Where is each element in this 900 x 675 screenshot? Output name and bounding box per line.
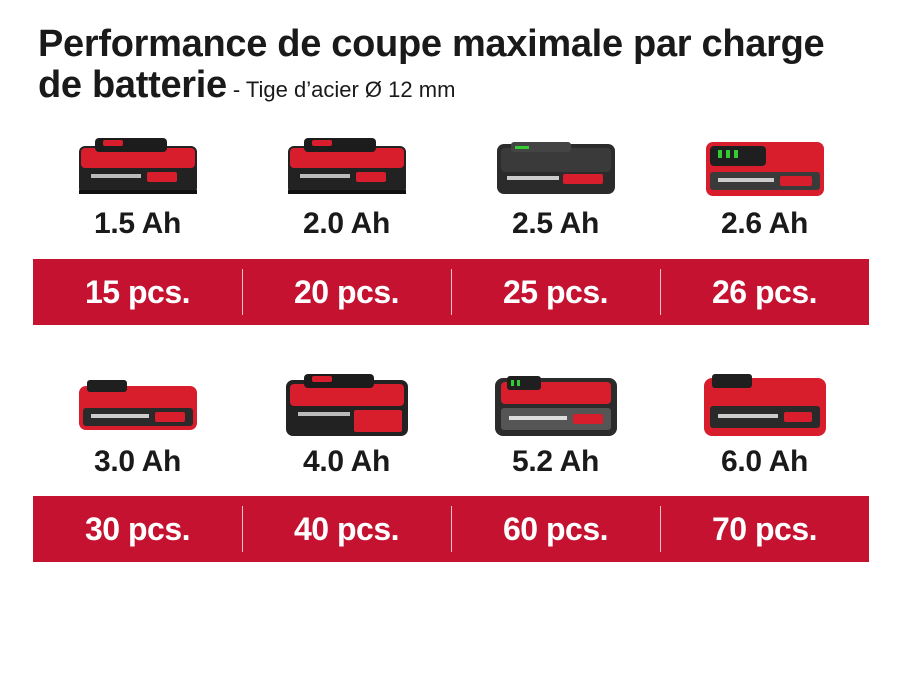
cut-count: 15 pcs.	[84, 273, 191, 310]
battery-cell-6-0ah: 6.0 Ah	[660, 362, 869, 490]
battery-cell-4-0ah: 4.0 Ah	[242, 362, 451, 490]
battery-row-2: 3.0 Ah 4.0 Ah	[33, 362, 869, 562]
battery-cell-5-2ah: 5.2 Ah	[451, 362, 660, 490]
battery-capacity: 3.0 Ah	[93, 445, 182, 478]
title-main: Performance de coupe maximale par charge…	[38, 23, 825, 106]
battery-capacity: 6.0 Ah	[720, 445, 809, 478]
battery-cell-2-6ah: 2.6 Ah	[660, 128, 869, 256]
battery-pack-icon	[286, 374, 408, 436]
cut-count: 30 pcs.	[84, 510, 191, 547]
battery-pack-icon	[706, 142, 824, 196]
battery-pack-icon	[497, 142, 615, 194]
cut-count: 26 pcs.	[660, 259, 869, 325]
battery-capacity: 1.5 Ah	[93, 207, 182, 240]
runtime-band: 15 pcs. 20 pcs. 25 pcs. 26 pcs.	[33, 259, 869, 325]
battery-cell-2-0ah: 2.0 Ah	[242, 128, 451, 256]
cut-count: 20 pcs.	[242, 259, 451, 325]
runtime-band: 30 pcs. 40 pcs. 60 pcs. 70 pcs.	[33, 496, 869, 562]
battery-pack-icon	[79, 138, 197, 194]
battery-capacity: 2.0 Ah	[302, 207, 391, 240]
battery-cell-3-0ah: 3.0 Ah	[33, 362, 242, 490]
cut-count: 70 pcs.	[660, 496, 869, 562]
battery-capacity: 5.2 Ah	[511, 445, 600, 478]
battery-pack-icon	[288, 138, 406, 194]
battery-cell-2-5ah: 2.5 Ah	[451, 128, 660, 256]
battery-capacity: 4.0 Ah	[302, 445, 391, 478]
page-title: Performance de coupe maximale par charge…	[38, 24, 878, 110]
cut-count: 25 pcs.	[451, 259, 660, 325]
title-subtitle: - Tige d’acier Ø 12 mm	[232, 77, 456, 102]
battery-pack-icon	[704, 374, 826, 436]
battery-capacity: 2.5 Ah	[511, 207, 600, 240]
cut-count: 40 pcs.	[242, 496, 451, 562]
battery-cell-1-5ah: 1.5 Ah	[33, 128, 242, 256]
cut-count: 60 pcs.	[451, 496, 660, 562]
battery-pack-icon	[79, 380, 197, 430]
battery-row-1: 1.5 Ah 2.0 Ah 2.5 Ah	[33, 128, 869, 325]
battery-pack-icon	[495, 376, 617, 436]
battery-capacity: 2.6 Ah	[720, 207, 809, 240]
